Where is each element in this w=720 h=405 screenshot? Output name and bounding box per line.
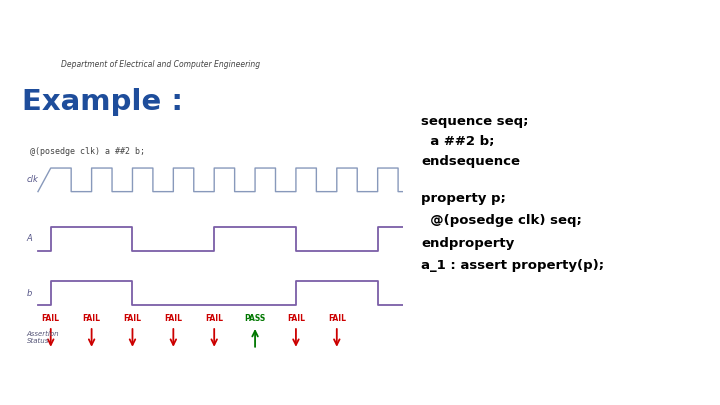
Text: FAIL: FAIL (205, 313, 223, 322)
Text: FAIL: FAIL (42, 313, 60, 322)
Text: Herbert Wertheim College of Engineering: Herbert Wertheim College of Engineering (68, 22, 343, 35)
Text: UF: UF (14, 18, 45, 38)
Text: FAIL: FAIL (328, 313, 346, 322)
Text: FAIL: FAIL (287, 313, 305, 322)
Text: @(posedge clk) a ##2 b;: @(posedge clk) a ##2 b; (30, 147, 145, 156)
Text: @(posedge clk) seq;: @(posedge clk) seq; (421, 214, 582, 227)
Text: b: b (27, 289, 32, 298)
Text: a_1 : assert property(p);: a_1 : assert property(p); (421, 259, 604, 272)
Text: FAIL: FAIL (164, 313, 182, 322)
Text: endproperty: endproperty (421, 237, 515, 249)
Text: Department of Electrical and Computer Engineering: Department of Electrical and Computer En… (61, 60, 261, 69)
Text: FAIL: FAIL (123, 313, 141, 322)
Text: PASS: PASS (244, 313, 266, 322)
Text: a ##2 b;: a ##2 b; (421, 135, 495, 148)
Text: endsequence: endsequence (421, 156, 521, 168)
Text: FAIL: FAIL (83, 313, 101, 322)
Text: POWERING THE NEW ENGINEER TO TRANSFORM THE FUTURE: POWERING THE NEW ENGINEER TO TRANSFORM T… (484, 36, 684, 42)
Text: A: A (27, 234, 32, 243)
Text: clk: clk (27, 175, 38, 184)
Text: Example :: Example : (22, 88, 183, 116)
Text: Assertion
Status: Assertion Status (27, 331, 59, 344)
Text: sequence seq;: sequence seq; (421, 115, 528, 128)
Text: property p;: property p; (421, 192, 506, 205)
